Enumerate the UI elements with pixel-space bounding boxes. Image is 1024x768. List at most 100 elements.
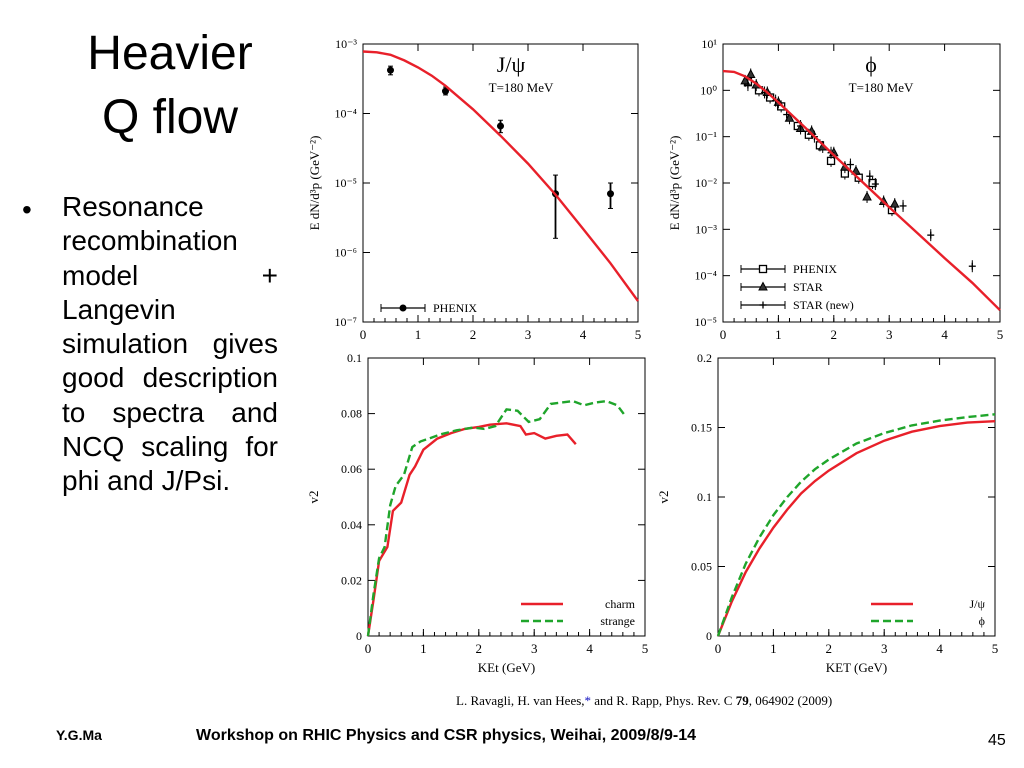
- legend-label: PHENIX: [433, 301, 477, 315]
- title-line-1: Heavier: [87, 27, 253, 80]
- data-point: [784, 112, 795, 122]
- y-tick-label: 0: [706, 629, 712, 643]
- y-tick-label: 0.15: [691, 421, 712, 435]
- x-tick-label: 5: [635, 327, 642, 342]
- citation-page: , 064902 (2009): [748, 693, 833, 708]
- x-tick-label: 2: [476, 641, 483, 656]
- x-tick-label: 4: [936, 641, 943, 656]
- x-tick-label: 1: [420, 641, 427, 656]
- data-point: [868, 178, 877, 188]
- legend-label: ϕ: [979, 614, 985, 628]
- x-tick-label: 4: [580, 327, 587, 342]
- y-tick-label: 0.02: [341, 573, 362, 587]
- y-tick-label: 10⁻⁶: [334, 246, 357, 260]
- x-tick-label: 0: [360, 327, 367, 342]
- y-axis-label: E dN/d³p (GeV⁻²): [667, 136, 682, 231]
- x-tick-label: 1: [770, 641, 777, 656]
- title-line-2: Q flow: [101, 91, 239, 144]
- data-point: [399, 304, 407, 312]
- footer-workshop: Workshop on RHIC Physics and CSR physics…: [196, 727, 697, 744]
- y-tick-label: 0.05: [691, 560, 712, 574]
- legend-label: PHENIX: [793, 262, 837, 276]
- y-tick-label: 0.1: [697, 490, 712, 504]
- data-point: [745, 68, 756, 78]
- x-tick-label: 0: [365, 641, 372, 656]
- citation-volume: 79: [735, 693, 749, 708]
- x-axis-label: KEt (GeV): [478, 660, 535, 675]
- y-tick-label: 10⁻⁴: [694, 269, 717, 283]
- y-tick-label: 0.04: [341, 518, 362, 532]
- citation-authors: L. Ravagli, H. van Hees,: [456, 693, 585, 708]
- y-axis-label: v2: [306, 491, 321, 504]
- bullet-item: • Resonance recombination model + Langev…: [22, 190, 278, 499]
- chart-v2-jpsi-phi-strange-charm: 0 1 2 3 4 5 0 0.02 0.04 0.06 0.08 0.1 KEt (GeV) v2 cha…: [306, 351, 648, 675]
- chart-v2-jpsi-phi: 0 1 2 3 4 5 0 0.05 0.1 0.15 0.2 KET (GeV) v2 J/ψ ϕ: [656, 351, 998, 675]
- legend-label: J/ψ: [969, 597, 985, 611]
- y-tick-label: 10⁻²: [695, 176, 717, 190]
- bullet-dot-icon: •: [22, 194, 32, 225]
- x-tick-label: 2: [826, 641, 833, 656]
- x-tick-label: 4: [941, 327, 948, 342]
- series-line-j: [716, 420, 996, 637]
- x-tick-label: 2: [470, 327, 477, 342]
- plot-frame: [367, 357, 646, 637]
- x-axis-label: KET (GeV): [826, 660, 888, 675]
- data-point: [442, 87, 449, 95]
- slide-title: Heavier Q flow: [50, 22, 290, 150]
- y-tick-label: 10⁻¹: [695, 130, 717, 144]
- legend-label: charm: [605, 597, 636, 611]
- y-tick-label: 10⁻⁴: [334, 107, 357, 121]
- y-tick-label: 10⁻⁷: [334, 315, 357, 329]
- citation-rest: and R. Rapp, Phys. Rev. C: [591, 693, 736, 708]
- panel-sublabel: T=180 MeV: [489, 80, 554, 95]
- x-tick-label: 3: [525, 327, 532, 342]
- chart-phi-spectrum: 0 1 2 3 4 5 10⁻⁵ 10⁻⁴ 10⁻³ 10⁻² 10⁻¹ 10⁰ 10¹ E dN/d³p…: [667, 37, 1003, 342]
- data-point: [758, 264, 768, 274]
- citation: L. Ravagli, H. van Hees,* and R. Rapp, P…: [456, 693, 832, 709]
- y-tick-label: 0: [356, 629, 362, 643]
- series-line-curve: [716, 413, 996, 637]
- bullet-text: Resonance recombination model + Langevin…: [62, 191, 278, 497]
- page-number: 45: [988, 732, 1006, 749]
- x-tick-label: 3: [531, 641, 538, 656]
- y-tick-label: 0.2: [697, 351, 712, 365]
- y-axis-label: E dN/d³p (GeV⁻²): [307, 136, 322, 231]
- legend-label: STAR: [793, 280, 823, 294]
- panel-label: J/ψ: [497, 52, 526, 77]
- x-tick-label: 1: [775, 327, 782, 342]
- x-tick-label: 1: [415, 327, 422, 342]
- x-tick-label: 4: [586, 641, 593, 656]
- y-tick-label: 10¹: [701, 37, 717, 51]
- x-tick-label: 0: [720, 327, 727, 342]
- data-point: [607, 190, 614, 198]
- series-line-model: [722, 69, 1001, 312]
- y-tick-label: 10⁻⁵: [334, 176, 357, 190]
- y-tick-label: 10⁻⁵: [694, 315, 717, 329]
- data-point: [889, 198, 900, 208]
- y-tick-label: 0.06: [341, 462, 362, 476]
- data-point: [758, 281, 768, 291]
- x-tick-label: 5: [992, 641, 999, 656]
- citation-star: *: [584, 693, 592, 708]
- data-point: [851, 165, 861, 175]
- y-tick-label: 10⁰: [700, 83, 717, 97]
- x-tick-label: 5: [642, 641, 649, 656]
- data-point: [862, 191, 872, 201]
- data-point: [497, 122, 504, 130]
- x-tick-label: 3: [881, 641, 888, 656]
- footer-author: Y.G.Ma: [56, 727, 102, 743]
- panel-label: ϕ: [865, 52, 877, 77]
- y-tick-label: 0.1: [347, 351, 362, 365]
- y-tick-label: 10⁻³: [695, 222, 717, 236]
- series-line-model: [362, 50, 639, 302]
- y-tick-label: 0.08: [341, 407, 362, 421]
- series-line-strange: [366, 399, 627, 637]
- y-axis-label: v2: [656, 491, 671, 504]
- panel-sublabel: T=180 MeV: [849, 80, 914, 95]
- data-point: [387, 66, 394, 74]
- legend-label: STAR (new): [793, 298, 854, 312]
- x-tick-label: 3: [886, 327, 893, 342]
- x-tick-label: 5: [997, 327, 1004, 342]
